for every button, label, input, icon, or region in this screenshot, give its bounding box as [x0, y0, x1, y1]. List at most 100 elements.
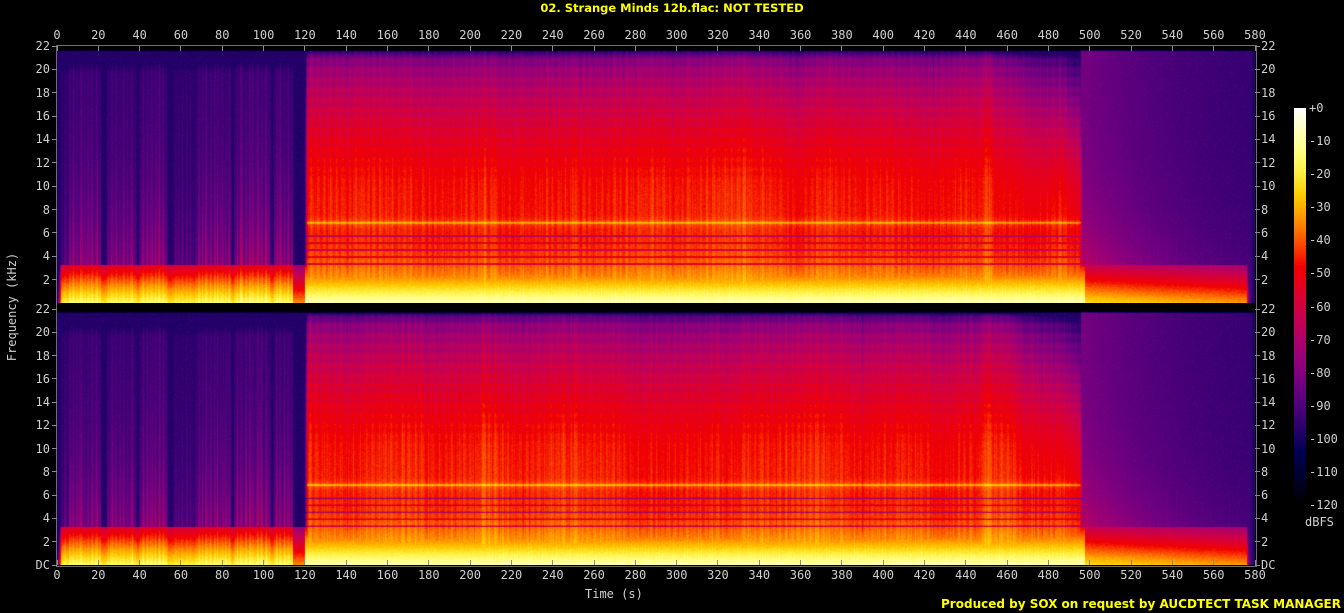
time-tick-mark	[965, 560, 967, 565]
time-tick-mark	[56, 560, 58, 565]
spectrogram-channel-1	[57, 46, 1255, 303]
time-tick-mark	[924, 46, 926, 51]
time-tick-mark	[1213, 46, 1215, 51]
freq-tick-label: 16	[35, 371, 50, 386]
colorbar-gradient	[1294, 108, 1306, 505]
colorbar-tick-label: -100	[1309, 431, 1338, 446]
freq-tick-mark	[1255, 424, 1260, 426]
freq-tick-mark	[52, 448, 57, 450]
colorbar-tick-label: +0	[1309, 101, 1324, 115]
freq-tick-label: 12	[35, 418, 50, 433]
freq-tick-mark	[1255, 331, 1260, 333]
time-tick-mark	[841, 560, 843, 565]
time-tick-mark	[717, 560, 719, 565]
time-tick-mark	[139, 560, 141, 565]
freq-tick-mark	[1255, 162, 1260, 164]
time-tick-mark	[1171, 46, 1173, 51]
time-tick-label: 460	[996, 568, 1018, 582]
time-tick-mark	[552, 46, 554, 51]
freq-tick-mark	[1255, 92, 1260, 94]
freq-tick-mark	[1255, 401, 1260, 403]
colorbar-tick-label: -50	[1309, 266, 1331, 281]
freq-tick-mark	[52, 541, 57, 543]
time-tick-mark	[469, 560, 471, 565]
freq-tick-label: 2	[1261, 272, 1269, 287]
time-tick-label: 440	[954, 568, 977, 582]
time-tick-mark	[97, 560, 99, 565]
time-tick-mark	[510, 560, 512, 565]
time-tick-label: 20	[91, 568, 106, 582]
time-tick-label: 240	[541, 568, 564, 582]
time-tick-label: 80	[215, 28, 230, 42]
freq-tick-label: 14	[35, 132, 50, 147]
colorbar-tick-label: -70	[1309, 332, 1331, 347]
time-tick-label: 200	[459, 28, 481, 42]
freq-tick-mark	[52, 209, 57, 211]
freq-tick-mark	[1255, 494, 1260, 496]
freq-tick-mark	[1255, 255, 1260, 257]
freq-tick-label: 10	[1261, 441, 1276, 456]
time-tick-mark	[428, 46, 430, 51]
time-tick-label: 480	[1037, 28, 1060, 42]
time-tick-mark	[428, 560, 430, 565]
freq-tick-label: 18	[1261, 348, 1276, 363]
freq-tick-mark	[52, 378, 57, 380]
time-tick-label: 320	[707, 28, 729, 42]
frequency-axis-label: Frequency (kHz)	[5, 252, 19, 362]
time-tick-mark	[345, 560, 347, 565]
time-tick-label: 120	[294, 28, 316, 42]
colorbar-tick-label: -20	[1309, 167, 1331, 182]
time-tick-mark	[1130, 560, 1132, 565]
time-tick-mark	[345, 46, 347, 51]
time-tick-label: 260	[583, 28, 605, 42]
time-tick-mark	[1089, 560, 1091, 565]
time-tick-mark	[924, 560, 926, 565]
time-tick-mark	[1006, 560, 1008, 565]
freq-tick-label: 6	[42, 225, 50, 240]
time-tick-mark	[634, 46, 636, 51]
time-tick-label: 80	[215, 568, 230, 582]
freq-tick-label: 2	[42, 534, 50, 549]
freq-tick-mark	[52, 68, 57, 70]
time-tick-label: 280	[624, 568, 647, 582]
time-tick-mark	[304, 560, 306, 565]
colorbar-tick-label: -40	[1309, 233, 1331, 248]
time-tick-mark	[510, 46, 512, 51]
time-tick-mark	[56, 46, 58, 51]
freq-tick-label: 14	[35, 395, 50, 410]
freq-tick-label: 8	[1261, 464, 1269, 479]
freq-tick-mark	[52, 232, 57, 234]
time-tick-label: 360	[789, 568, 812, 582]
time-tick-label: 400	[872, 28, 895, 42]
time-tick-label: 200	[459, 568, 481, 582]
time-tick-mark	[841, 46, 843, 51]
time-tick-label: 280	[624, 28, 647, 42]
freq-tick-label: 4	[1261, 511, 1269, 526]
freq-tick-label: 18	[35, 348, 50, 363]
freq-tick-label: 22	[1261, 39, 1276, 53]
freq-tick-label: DC	[35, 558, 50, 572]
freq-tick-label: 4	[42, 511, 50, 526]
time-tick-mark	[634, 560, 636, 565]
freq-tick-label: 10	[35, 179, 50, 194]
freq-tick-label: 22	[35, 39, 50, 53]
time-tick-mark	[221, 560, 223, 565]
time-tick-label: 0	[53, 28, 61, 42]
freq-tick-mark	[1255, 209, 1260, 211]
freq-tick-mark	[1255, 45, 1260, 47]
colorbar-tick-label: -30	[1309, 200, 1331, 215]
freq-tick-label: 4	[42, 249, 50, 264]
time-tick-label: 560	[1202, 568, 1225, 582]
colorbar-tick-label: -110	[1309, 464, 1338, 479]
time-tick-label: 520	[1120, 568, 1142, 582]
freq-tick-label: 12	[1261, 155, 1276, 170]
freq-tick-label: 22	[35, 302, 50, 316]
time-tick-label: 580	[1244, 28, 1266, 42]
time-tick-mark	[1254, 560, 1256, 565]
time-tick-label: 220	[500, 568, 523, 582]
time-tick-label: 60	[173, 568, 189, 582]
freq-tick-label: 20	[35, 62, 50, 77]
time-tick-mark	[593, 46, 595, 51]
time-tick-mark	[758, 46, 760, 51]
